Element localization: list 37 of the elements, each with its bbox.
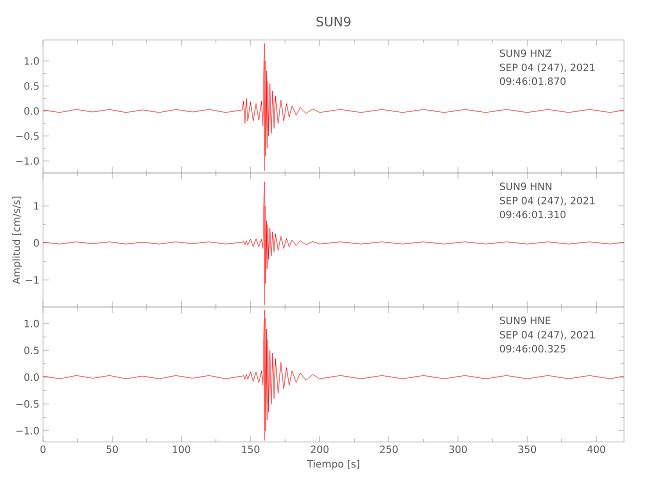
y-tick-label: −0.5: [16, 400, 39, 408]
x-tick-label: 350: [518, 445, 536, 454]
annotation: SUN9 HNE: [500, 316, 550, 324]
y-tick-label: −1.0: [16, 157, 39, 165]
y-tick-label: −1.0: [16, 426, 39, 435]
y-tick-label: −1: [26, 276, 39, 284]
annotation: SUN9 HNZ: [500, 49, 552, 58]
y-tick-label: 0: [34, 239, 39, 247]
x-axis-title: Tiempo [s]: [307, 460, 360, 470]
x-tick-label: 100: [172, 445, 190, 454]
y-tick-label: 1.0: [24, 57, 39, 65]
line-series: [43, 182, 624, 306]
y-tick-label: 0.5: [24, 346, 39, 354]
annotation: SUN9 HNN: [500, 182, 552, 190]
x-tick-label: 300: [449, 445, 467, 454]
x-tick-label: 150: [242, 445, 260, 454]
x-tick-label: 200: [310, 445, 329, 454]
annotation: SEP 04 (247), 2021: [500, 330, 594, 340]
y-tick-label: −0.5: [16, 132, 39, 140]
annotation: 09:46:01.870: [500, 77, 566, 85]
chart-title: SUN9: [316, 16, 350, 26]
y-tick-label: 0.0: [24, 107, 39, 115]
x-tick-label: 0: [40, 445, 46, 454]
annotation: SEP 04 (247), 2021: [500, 196, 594, 206]
annotation: 09:46:00.325: [500, 344, 566, 353]
line-series: [43, 43, 624, 172]
x-tick-label: 50: [106, 445, 118, 454]
y-tick-label: 1.0: [24, 320, 39, 328]
line-series: [43, 310, 624, 441]
y-tick-label: 0.0: [24, 373, 39, 381]
y-tick-label: 1: [34, 202, 39, 210]
y-tick-label: 0.5: [24, 82, 39, 90]
annotation: 09:46:01.310: [500, 210, 566, 218]
x-tick-label: 400: [587, 445, 606, 454]
y-axis-title: Amplitud [cm/s/s]: [12, 196, 22, 284]
annotation: SEP 04 (247), 2021: [500, 63, 594, 72]
x-tick-label: 250: [380, 445, 398, 454]
